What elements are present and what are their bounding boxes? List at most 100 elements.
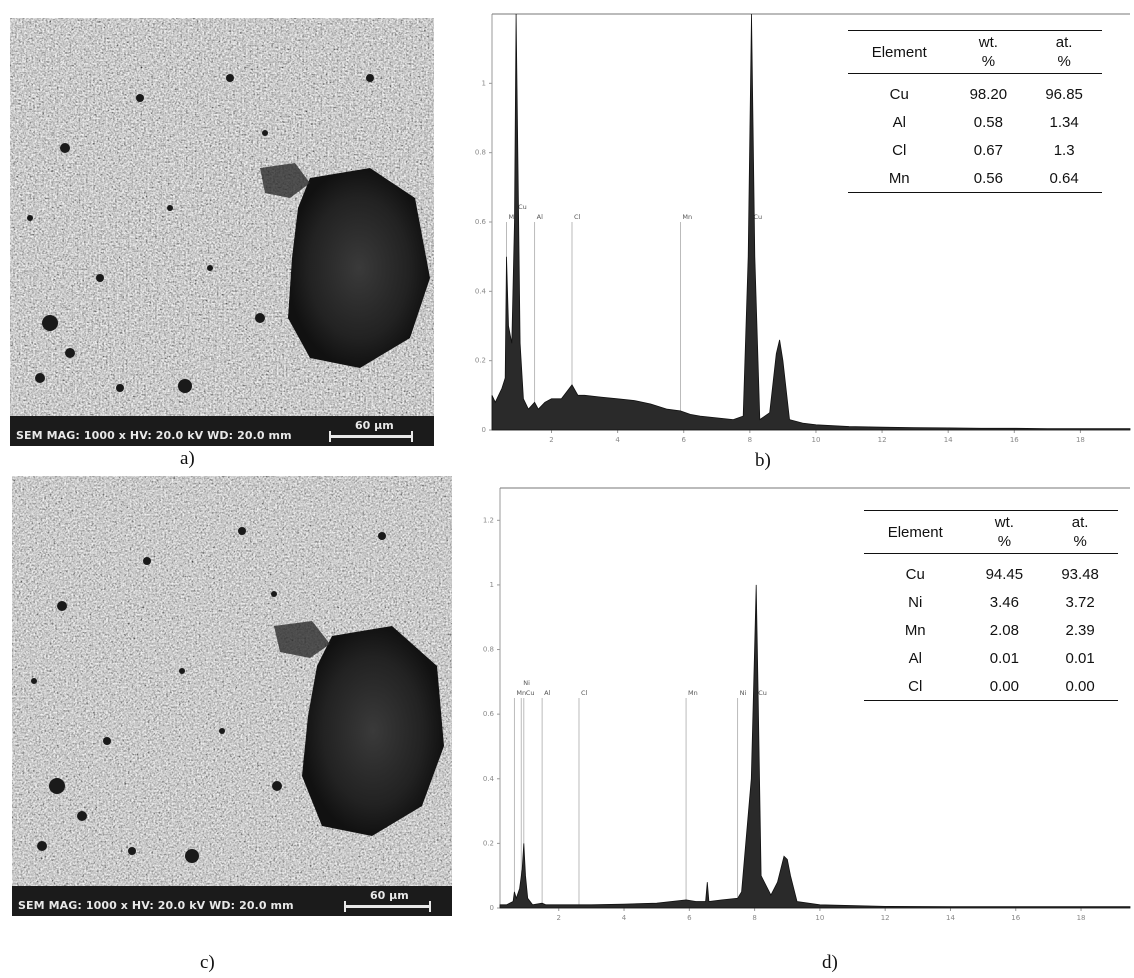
scale-bar bbox=[329, 431, 413, 442]
sem-info-bar: SEM MAG: 1000 x HV: 20.0 kV WD: 20.0 mm … bbox=[12, 886, 452, 916]
y-tick-label: 0.8 bbox=[483, 646, 494, 654]
element-marker-label: Cu bbox=[758, 689, 767, 697]
element-marker-label: Cu bbox=[526, 689, 535, 697]
y-tick-label: 0.4 bbox=[475, 287, 487, 295]
scale-bar-label: 60 µm bbox=[370, 889, 409, 902]
element-cell: Cu bbox=[889, 85, 909, 103]
element-marker-label: Mn bbox=[682, 213, 692, 221]
y-tick-label: 0.6 bbox=[475, 218, 487, 226]
element-marker-label: Ni bbox=[523, 679, 530, 687]
x-tick-label: 18 bbox=[1076, 436, 1085, 442]
at-cell: 0.64 bbox=[1049, 169, 1079, 187]
wt-cell: 0.01 bbox=[989, 649, 1019, 667]
composition-table-d: Element wt. % at. % Cu 94.45 93.48 Ni 3.46 3.… bbox=[864, 510, 1118, 701]
table-row: Al 0.01 0.01 bbox=[864, 644, 1118, 672]
x-tick-label: 16 bbox=[1011, 914, 1020, 920]
y-tick-label: 0.6 bbox=[483, 710, 495, 718]
at-cell: 1.3 bbox=[1053, 141, 1075, 159]
x-tick-label: 8 bbox=[748, 436, 752, 442]
at-cell: 1.34 bbox=[1049, 113, 1079, 131]
scale-bar bbox=[344, 901, 431, 912]
y-tick-label: 1 bbox=[490, 581, 494, 589]
composition-table-b: Element wt. % at. % Cu 98.20 96.85 Al 0.58 1.… bbox=[848, 30, 1102, 193]
spectrum-area bbox=[499, 584, 1131, 909]
x-tick-label: 12 bbox=[881, 914, 890, 920]
table-row: Cu 94.45 93.48 bbox=[864, 554, 1118, 589]
at-cell: 93.48 bbox=[1061, 565, 1099, 583]
sem-texture-a bbox=[10, 18, 434, 446]
table-row: Cl 0.00 0.00 bbox=[864, 672, 1118, 701]
x-tick-label: 14 bbox=[944, 436, 953, 442]
x-tick-label: 18 bbox=[1077, 914, 1086, 920]
element-marker-label: Mn bbox=[688, 689, 698, 697]
element-cell: Mn bbox=[888, 169, 910, 187]
x-tick-label: 8 bbox=[752, 914, 756, 920]
element-marker-label: Mn bbox=[509, 213, 519, 221]
eds-plot-d: 0 0.2 0.4 0.6 0.8 1 1.2 2 4 6 8 10 12 14 16 18 Mn Ni Cu Al C… bbox=[483, 487, 1131, 920]
header-element: Element bbox=[871, 43, 927, 61]
x-tick-label: 10 bbox=[815, 914, 824, 920]
scale-bar-label: 60 µm bbox=[355, 419, 394, 432]
element-marker-label: Mn bbox=[516, 689, 526, 697]
wt-cell: 94.45 bbox=[985, 565, 1024, 583]
element-marker-label: Cl bbox=[581, 689, 588, 697]
x-tick-label: 14 bbox=[946, 914, 955, 920]
x-tick-label: 4 bbox=[622, 914, 627, 920]
element-cell: Cu bbox=[905, 565, 925, 583]
y-tick-label: 0.2 bbox=[483, 839, 494, 847]
x-tick-label: 4 bbox=[615, 436, 620, 442]
wt-cell: 3.46 bbox=[989, 593, 1019, 611]
header-wt: wt. % bbox=[978, 34, 998, 70]
wt-cell: 98.20 bbox=[969, 85, 1008, 103]
y-tick-label: 0 bbox=[482, 426, 486, 434]
sem-pore-large bbox=[288, 168, 430, 368]
element-marker-label: Cu bbox=[753, 213, 762, 221]
at-cell: 3.72 bbox=[1065, 593, 1095, 611]
caption-b: b) bbox=[755, 450, 771, 471]
y-tick-label: 0 bbox=[490, 904, 494, 912]
x-tick-label: 6 bbox=[681, 436, 686, 442]
sem-pores-small bbox=[31, 527, 386, 863]
y-tick-label: 0.8 bbox=[475, 149, 486, 157]
wt-cell: 0.00 bbox=[989, 677, 1019, 695]
sem-pore-edge bbox=[274, 621, 330, 658]
sem-info-text: SEM MAG: 1000 x HV: 20.0 kV WD: 20.0 mm bbox=[16, 429, 292, 442]
x-tick-label: 12 bbox=[878, 436, 887, 442]
element-cell: Ni bbox=[908, 593, 923, 611]
at-cell: 0.01 bbox=[1065, 649, 1095, 667]
wt-cell: 0.56 bbox=[973, 169, 1003, 187]
table-header-row: Element wt. % at. % bbox=[864, 510, 1118, 554]
table-header-row: Element wt. % at. % bbox=[848, 30, 1102, 74]
element-marker-label: Ni bbox=[740, 689, 747, 697]
table-row: Cu 98.20 96.85 bbox=[848, 74, 1102, 109]
eds-chart-d: 0 0.2 0.4 0.6 0.8 1 1.2 2 4 6 8 10 12 14 16 18 Mn Ni Cu Al C… bbox=[470, 480, 1134, 920]
caption-c: c) bbox=[200, 952, 215, 973]
header-at: at. % bbox=[1071, 514, 1089, 550]
header-wt: wt. % bbox=[994, 514, 1014, 550]
sem-pore-large bbox=[302, 626, 444, 836]
at-cell: 2.39 bbox=[1065, 621, 1095, 639]
element-cell: Cl bbox=[892, 141, 907, 159]
table-row: Mn 0.56 0.64 bbox=[848, 164, 1102, 193]
element-cell: Mn bbox=[904, 621, 926, 639]
element-marker-label: Al bbox=[544, 689, 550, 697]
header-at: at. % bbox=[1055, 34, 1073, 70]
x-tick-label: 6 bbox=[687, 914, 692, 920]
header-element: Element bbox=[887, 523, 943, 541]
sem-info-bar: SEM MAG: 1000 x HV: 20.0 kV WD: 20.0 mm … bbox=[10, 416, 434, 446]
caption-d: d) bbox=[822, 952, 838, 973]
sem-info-text: SEM MAG: 1000 x HV: 20.0 kV WD: 20.0 mm bbox=[18, 899, 294, 912]
table-row: Ni 3.46 3.72 bbox=[864, 588, 1118, 616]
table-row: Al 0.58 1.34 bbox=[848, 108, 1102, 136]
x-tick-label: 2 bbox=[557, 914, 561, 920]
x-tick-label: 10 bbox=[811, 436, 820, 442]
at-cell: 0.00 bbox=[1065, 677, 1095, 695]
caption-a: a) bbox=[180, 448, 195, 469]
element-cell: Al bbox=[908, 649, 922, 667]
at-cell: 96.85 bbox=[1045, 85, 1083, 103]
element-marker-label: Cl bbox=[574, 213, 581, 221]
sem-pore-edge bbox=[260, 163, 310, 198]
table-row: Cl 0.67 1.3 bbox=[848, 136, 1102, 164]
sem-image-c: SEM MAG: 1000 x HV: 20.0 kV WD: 20.0 mm … bbox=[12, 476, 452, 916]
